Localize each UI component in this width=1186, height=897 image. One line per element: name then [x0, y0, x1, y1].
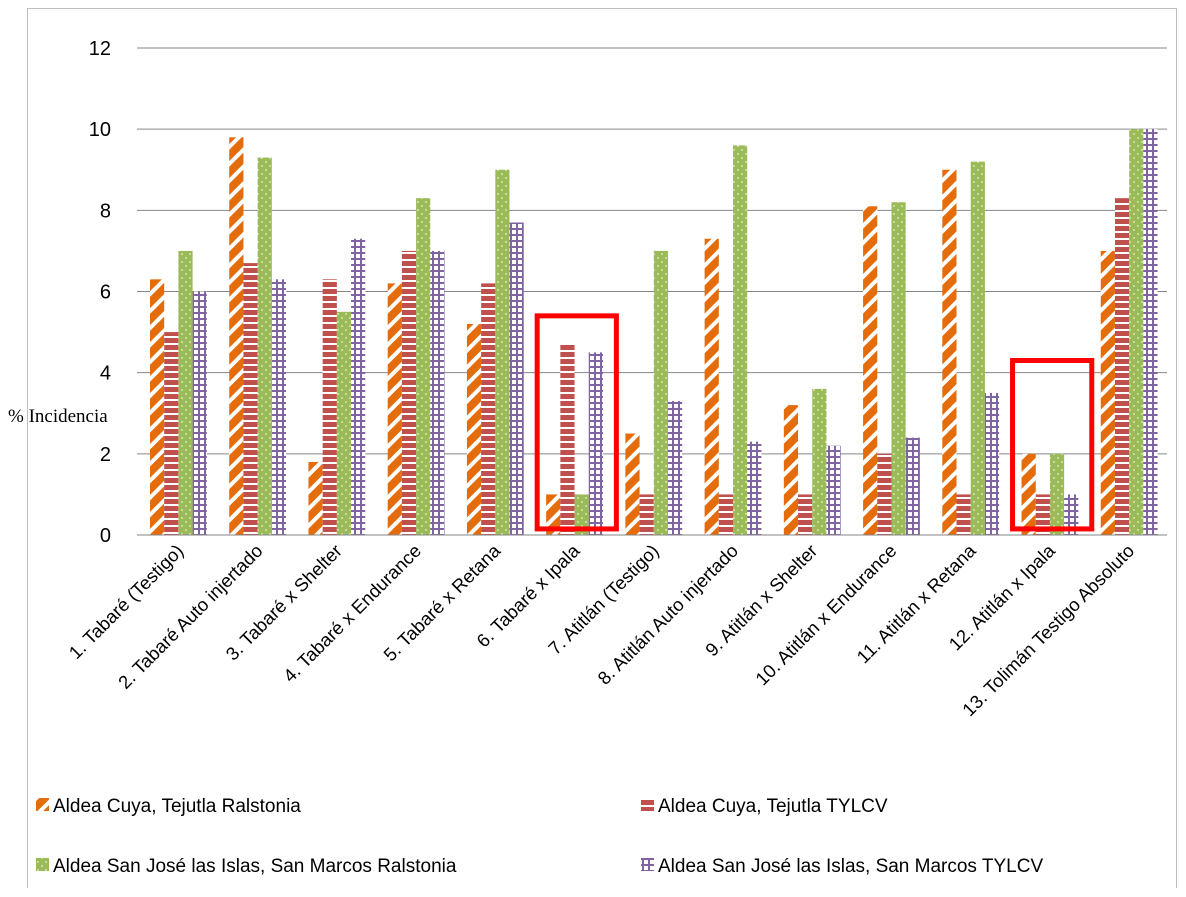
- bar: [336, 311, 352, 535]
- bars: [150, 129, 1158, 536]
- bar: [826, 445, 841, 535]
- bar: [747, 441, 762, 535]
- bar: [704, 238, 719, 535]
- bar: [653, 250, 668, 535]
- legend-label: Aldea San José las Islas, San Marcos TYL…: [658, 856, 1043, 877]
- bar: [509, 222, 524, 535]
- bar: [229, 137, 244, 536]
- y-tick-label: 10: [89, 119, 111, 141]
- legend-swatch: [36, 858, 49, 871]
- bar: [891, 202, 906, 535]
- bar: [1021, 453, 1036, 535]
- bar: [387, 283, 402, 535]
- x-category-label: 10. Atitlán x Endurance: [751, 540, 900, 689]
- bar: [956, 494, 971, 535]
- y-tick-label: 2: [100, 444, 111, 466]
- y-tick-label: 8: [100, 200, 111, 222]
- bar: [1100, 250, 1115, 535]
- legend-label: Aldea San José las Islas, San Marcos Ral…: [53, 856, 457, 877]
- y-tick-label: 4: [100, 363, 111, 385]
- legend-item: Aldea San José las Islas, San Marcos TYL…: [641, 856, 1043, 877]
- bar: [588, 352, 603, 535]
- bar: [863, 206, 878, 535]
- bar: [466, 323, 482, 535]
- legend-label: Aldea Cuya, Tejutla TYLCV: [658, 796, 888, 817]
- bar: [783, 405, 799, 535]
- bar: [546, 494, 561, 535]
- bar: [625, 433, 640, 535]
- bar: [308, 461, 323, 535]
- y-tick-label: 12: [89, 38, 111, 60]
- bar: [877, 453, 892, 535]
- highlight-box: [1010, 357, 1095, 532]
- bar: [942, 169, 957, 535]
- legend-item: Aldea Cuya, Tejutla Ralstonia: [36, 796, 301, 817]
- bar: [322, 279, 337, 535]
- bar: [1064, 494, 1079, 535]
- bar: [639, 494, 654, 535]
- legend-item: Aldea Cuya, Tejutla TYLCV: [641, 796, 888, 817]
- bar: [430, 250, 445, 535]
- bar: [150, 279, 165, 535]
- bar: [1143, 129, 1158, 535]
- bar: [970, 161, 985, 535]
- bar: [192, 291, 207, 535]
- bar: [667, 401, 683, 535]
- bar: [243, 263, 258, 535]
- bar: [798, 494, 813, 535]
- bar: [481, 283, 496, 535]
- bar: [984, 392, 1000, 535]
- bar: [574, 494, 589, 535]
- gridlines: [137, 47, 1167, 455]
- bar: [257, 157, 272, 535]
- y-axis-ticks: 0 2 4 6 8 10 12: [89, 38, 111, 547]
- legend-label: Aldea Cuya, Tejutla Ralstonia: [53, 796, 301, 817]
- bar: [164, 332, 179, 535]
- highlight-box: [534, 313, 619, 532]
- legend-swatch: [641, 798, 654, 811]
- legend-swatch: [36, 798, 49, 811]
- legend: Aldea Cuya, Tejutla Ralstonia Aldea Cuya,…: [36, 796, 1043, 877]
- bar: [718, 494, 734, 535]
- bar: [178, 250, 193, 535]
- bar: [416, 198, 431, 536]
- bar: [271, 279, 287, 535]
- chart-frame: [27, 8, 1177, 888]
- x-category-label: 13. Tolimán Testigo Absoluto: [958, 540, 1138, 720]
- y-axis-label: % Incidencia: [8, 406, 108, 427]
- bar: [1129, 129, 1144, 535]
- bar: [733, 145, 748, 535]
- y-tick-label: 6: [100, 282, 111, 304]
- legend-item: Aldea San José las Islas, San Marcos Ral…: [36, 856, 457, 877]
- bar: [560, 344, 575, 535]
- x-category-label: 8. Atitlán Auto injertado: [593, 540, 742, 689]
- y-tick-label: 0: [100, 525, 111, 547]
- legend-swatch: [641, 858, 654, 871]
- bar: [351, 238, 366, 535]
- highlight-boxes: [534, 313, 1095, 532]
- x-axis-categories: 1. Tabaré (Testigo)2. Tabaré Auto injert…: [64, 539, 1138, 720]
- bar: [1035, 494, 1050, 535]
- bar: [905, 437, 920, 535]
- x-category-label: 2. Tabaré Auto injertado: [114, 540, 267, 693]
- bar: [495, 169, 510, 535]
- bar: [812, 388, 827, 535]
- bar: [401, 250, 417, 535]
- bar: [1114, 198, 1130, 536]
- x-category-label: 4. Tabaré x Endurance: [279, 540, 425, 686]
- bar: [1049, 453, 1065, 535]
